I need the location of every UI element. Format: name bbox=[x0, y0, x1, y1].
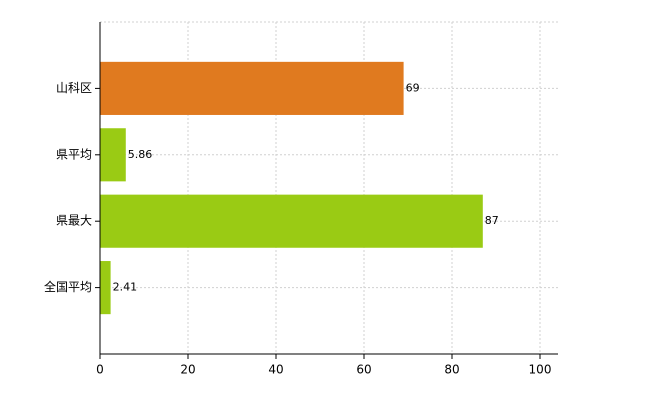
bar bbox=[100, 261, 111, 315]
x-tick-label: 80 bbox=[444, 363, 459, 377]
y-tick-label: 山科区 bbox=[56, 81, 92, 95]
y-tick-label: 県平均 bbox=[56, 147, 92, 161]
y-tick-label: 全国平均 bbox=[44, 279, 92, 294]
x-tick-label: 60 bbox=[356, 363, 371, 377]
x-tick-label: 100 bbox=[529, 363, 552, 377]
x-tick-label: 0 bbox=[96, 363, 104, 377]
value-label: 69 bbox=[406, 81, 420, 94]
y-tick-label: 県最大 bbox=[56, 214, 92, 228]
bar bbox=[100, 128, 126, 182]
x-tick-label: 40 bbox=[268, 363, 283, 377]
value-label: 2.41 bbox=[113, 281, 138, 294]
bar bbox=[100, 194, 483, 248]
value-label: 5.86 bbox=[128, 148, 153, 161]
value-label: 87 bbox=[485, 214, 499, 227]
x-tick-label: 20 bbox=[180, 363, 195, 377]
bar bbox=[100, 61, 404, 115]
